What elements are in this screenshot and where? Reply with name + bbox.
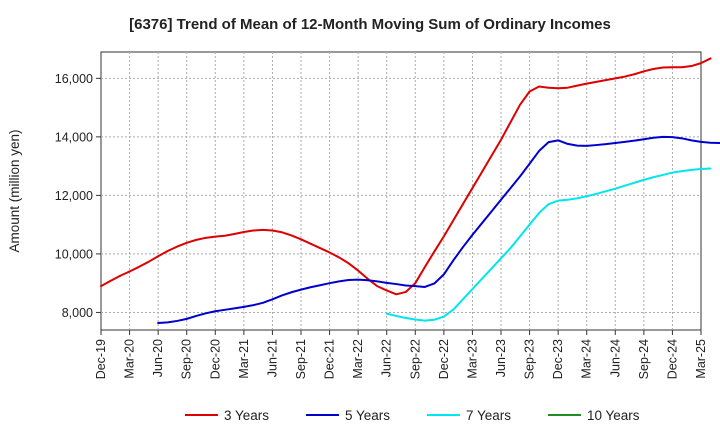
series-line-5-years xyxy=(157,135,720,324)
plot-area xyxy=(100,51,702,331)
x-tick-label: Sep-20 xyxy=(180,339,194,379)
chart-title: [6376] Trend of Mean of 12-Month Moving … xyxy=(129,16,611,33)
legend-label-10-years: 10 Years xyxy=(587,408,640,423)
y-tick-label: 8,000 xyxy=(62,306,93,320)
x-tick-label: Mar-20 xyxy=(123,339,137,379)
x-tick-label: Sep-24 xyxy=(637,339,651,379)
x-tick-label: Sep-21 xyxy=(294,339,308,379)
x-tick-label: Dec-21 xyxy=(323,339,337,379)
x-tick-label: Dec-20 xyxy=(208,339,222,379)
y-tick-label: 16,000 xyxy=(55,72,93,86)
x-tick-label: Dec-23 xyxy=(551,339,565,379)
legend-label-3-years: 3 Years xyxy=(224,408,269,423)
y-tick-label: 14,000 xyxy=(55,130,93,144)
x-tick-label: Sep-23 xyxy=(523,339,537,379)
series-line-7-years xyxy=(385,167,712,322)
x-tick-label: Sep-22 xyxy=(408,339,422,379)
x-tick-label: Mar-25 xyxy=(694,339,708,379)
x-tick-label: Jun-23 xyxy=(494,339,508,377)
gridlines xyxy=(101,52,701,330)
x-tick-label: Dec-24 xyxy=(665,339,679,379)
x-tick-label: Mar-24 xyxy=(580,339,594,379)
series-line-3-years xyxy=(100,57,712,296)
x-tick-label: Jun-22 xyxy=(380,339,394,377)
y-tick-label: 10,000 xyxy=(55,247,93,261)
x-tick-label: Dec-22 xyxy=(437,339,451,379)
x-tick-label: Jun-21 xyxy=(265,339,279,377)
legend-label-5-years: 5 Years xyxy=(345,408,390,423)
y-axis-ticks: 8,000 10,000 12,000 14,000 16,000 xyxy=(55,72,101,320)
y-axis-title: Amount (million yen) xyxy=(7,129,22,252)
legend-label-7-years: 7 Years xyxy=(466,408,511,423)
x-tick-label: Mar-22 xyxy=(351,339,365,379)
x-tick-label: Dec-19 xyxy=(94,339,108,379)
x-tick-label: Mar-23 xyxy=(465,339,479,379)
x-tick-label: Mar-21 xyxy=(237,339,251,379)
x-tick-label: Jun-24 xyxy=(608,339,622,377)
series-lines xyxy=(100,57,720,324)
x-axis-ticks: Dec-19 Mar-20 Jun-20 Sep-20 Dec-20 Mar-21 Jun-… xyxy=(94,330,708,379)
x-tick-label: Jun-20 xyxy=(151,339,165,377)
legend: 3 Years 5 Years 7 Years 10 Years xyxy=(185,408,640,423)
y-tick-label: 12,000 xyxy=(55,189,93,203)
